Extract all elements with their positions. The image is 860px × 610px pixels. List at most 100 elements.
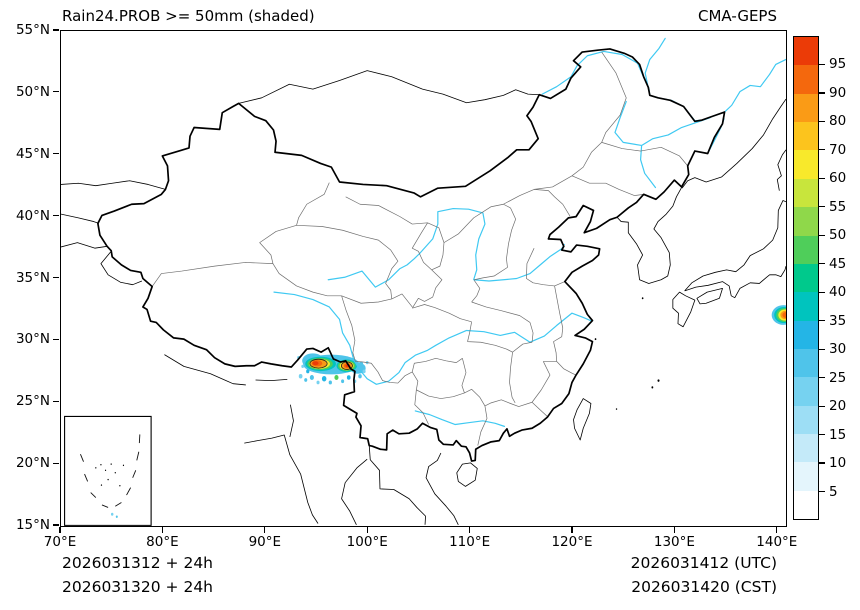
colorbar-tick [819, 63, 825, 66]
y-axis-tick [53, 338, 59, 340]
y-axis-tick [53, 400, 59, 402]
y-tick-label: 15°N [15, 517, 50, 533]
init-time-cst: 2026031320 + 24h [62, 578, 214, 596]
inset-island-dot [104, 469, 107, 472]
colorbar-segment [794, 405, 818, 435]
colorbar-tick-label: 10 [829, 455, 847, 472]
prob-speckle [334, 375, 339, 380]
y-tick-label: 50°N [15, 83, 50, 100]
valid-time-cst: 2026031420 (CST) [631, 578, 777, 596]
island-dot [657, 379, 660, 382]
colorbar-segment [794, 263, 818, 293]
y-axis-tick [53, 29, 59, 31]
inset-island-dot [114, 472, 116, 474]
x-tick-label: 140°E [756, 534, 798, 550]
y-axis-tick [53, 153, 59, 155]
y-axis-tick [53, 462, 59, 464]
y-tick-label: 45°N [15, 145, 50, 162]
colorbar-tick [819, 348, 825, 350]
x-tick-label: 120°E [551, 534, 593, 550]
yellow-river [328, 209, 564, 288]
prob-shaded-area [782, 312, 786, 318]
colorbar-tick [819, 405, 825, 407]
map-plot [60, 30, 787, 527]
model-label: CMA-GEPS [698, 7, 777, 25]
colorbar-tick-label: 90 [829, 84, 847, 101]
map-canvas [61, 31, 786, 526]
colorbar-segment [794, 122, 818, 151]
x-tick-label: 90°E [248, 534, 282, 550]
colorbar-segment [794, 178, 818, 208]
russia-primorye-coastline [682, 99, 786, 188]
colorbar-tick-label: 5 [829, 483, 838, 500]
colorbar-tick-label: 20 [829, 398, 847, 415]
colorbar-segment [794, 348, 818, 378]
y-tick-label: 25°N [15, 393, 50, 410]
colorbar-tick-label: 50 [829, 227, 847, 244]
hainan-island [457, 463, 477, 487]
colorbar-tick-label: 70 [829, 141, 847, 158]
prob-speckle [298, 374, 303, 379]
x-tick-label: 110°E [449, 534, 491, 550]
south-china-sea-inset [65, 416, 152, 525]
prob-speckle [358, 374, 362, 379]
prob-speckle [362, 369, 366, 374]
x-axis-tick [264, 527, 266, 533]
prob-speckle [301, 364, 304, 368]
colorbar-tick-label: 15 [829, 426, 847, 443]
colorbar-segment [794, 434, 818, 463]
colorbar-segment [794, 462, 818, 491]
x-tick-label: 70°E [43, 534, 77, 550]
foreign-coastlines [61, 71, 786, 525]
colorbar-tick-label: 40 [829, 284, 847, 301]
colorbar-tick [819, 462, 825, 464]
prob-speckle [309, 375, 314, 380]
island-dot [641, 297, 644, 300]
inset-island-dot [122, 464, 125, 467]
island-dot [594, 338, 597, 341]
y-tick-label: 40°N [15, 207, 50, 224]
colorbar-segment [794, 37, 818, 66]
inset-island-dot [100, 484, 103, 486]
colorbar-tick [819, 291, 825, 293]
inset-island-dot [95, 467, 97, 469]
inset-prob-speck [110, 512, 114, 516]
colorbar [793, 36, 819, 520]
inset-frame [65, 416, 152, 525]
x-axis-tick [571, 527, 573, 533]
prob-speckle [341, 379, 345, 384]
prob-speckle [321, 376, 327, 382]
mongolia-russia-border [239, 71, 540, 104]
colorbar-tick [819, 120, 825, 122]
inset-island-dot [110, 463, 112, 465]
colorbar-segment [794, 377, 818, 406]
prob-speckle [306, 369, 310, 374]
south-asia-boundaries [164, 355, 458, 525]
y-tick-label: 30°N [15, 331, 50, 348]
colorbar-tick [819, 206, 825, 208]
colorbar-segment [794, 65, 818, 94]
x-tick-label: 80°E [146, 534, 179, 550]
colorbar-tick [819, 234, 825, 236]
colorbar-tick-label: 45 [829, 255, 847, 272]
y-tick-label: 55°N [15, 22, 50, 38]
colorbar-tick [819, 377, 825, 379]
central-asia-boundaries [61, 181, 165, 285]
y-tick-label: 35°N [15, 269, 50, 286]
colorbar-segment [794, 93, 818, 123]
x-axis-tick [469, 527, 471, 533]
colorbar-tick [819, 149, 825, 151]
china-national-boundary [98, 49, 725, 461]
inset-prob-speck [115, 515, 118, 518]
colorbar-segment [794, 235, 818, 264]
colorbar-segment [794, 150, 818, 179]
korea-coastline [617, 188, 682, 284]
inset-island-dot [107, 478, 109, 481]
colorbar-tick-label: 55 [829, 198, 847, 215]
colorbar-segment [794, 490, 818, 520]
yangtze-river [274, 292, 592, 384]
y-axis-tick [53, 276, 59, 279]
small-islands [594, 297, 660, 410]
island-dot [651, 386, 654, 389]
